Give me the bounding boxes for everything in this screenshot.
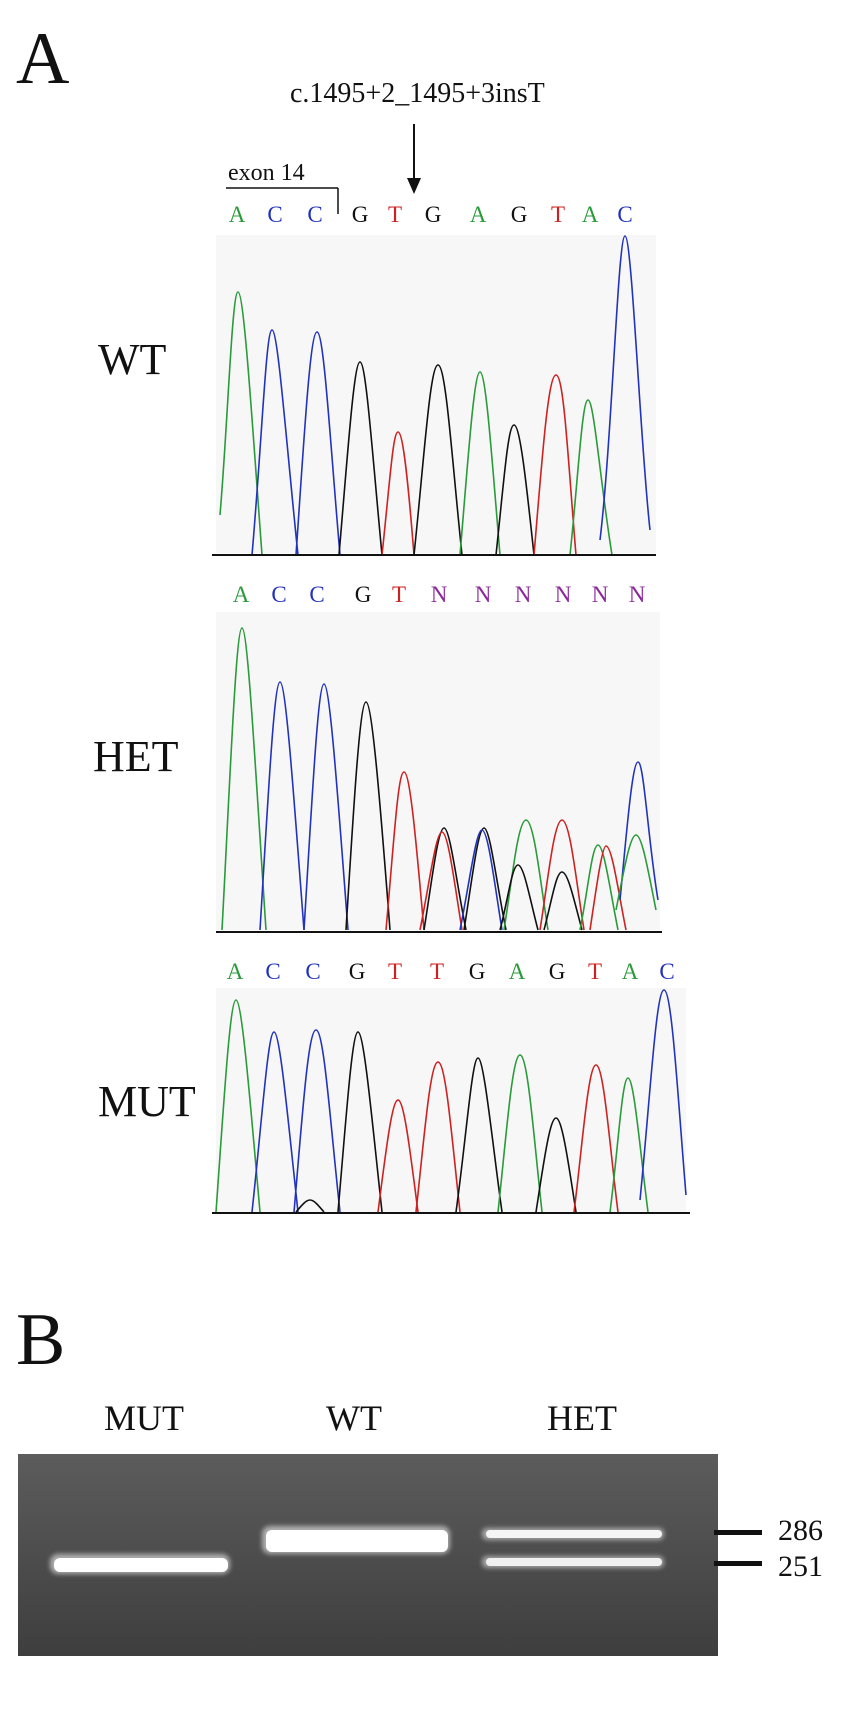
het-base-4: G [354, 582, 372, 607]
mutation-label: c.1495+2_1495+3insT [290, 78, 545, 109]
panel-a-letter: A [16, 18, 70, 100]
mut-base-5: T [387, 959, 403, 984]
wt-base-8: G [510, 202, 528, 227]
wt-base-2: C [267, 202, 283, 227]
mut-band [50, 1554, 230, 1574]
het-base-7: N [474, 582, 492, 607]
mut-base-8: A [508, 959, 526, 984]
mut-label: MUT [98, 1077, 196, 1126]
wt-base-3: C [307, 202, 323, 227]
mut-base-9: G [548, 959, 566, 984]
mut-base-2: C [265, 959, 281, 984]
mut-base-11: A [621, 959, 639, 984]
het-base-1: A [232, 582, 250, 607]
lane-label-het: HET [547, 1398, 617, 1438]
het-base-8: N [514, 582, 532, 607]
wt-base-1: A [228, 202, 246, 227]
mut-base-calls: A C C G T T G A G T A C [0, 960, 850, 990]
het-label: HET [93, 732, 179, 781]
exon-label: exon 14 [228, 160, 305, 186]
het-band-upper [482, 1528, 664, 1540]
wt-base-calls: A C C G T G A G T A C [0, 203, 850, 233]
mut-base-10: T [587, 959, 603, 984]
size-marker-286: 286 [778, 1514, 823, 1547]
lane-label-mut: MUT [104, 1398, 184, 1438]
het-base-calls: A C C G T N N N N N N [0, 583, 850, 613]
het-base-2: C [271, 582, 287, 607]
wt-band [262, 1526, 450, 1554]
size-marker-251: 251 [778, 1550, 823, 1583]
wt-base-6: G [424, 202, 442, 227]
panel-b-letter: B [16, 1299, 66, 1381]
het-base-11: N [628, 582, 646, 607]
het-band-lower [482, 1556, 664, 1568]
mut-base-7: G [468, 959, 486, 984]
mut-base-6: T [429, 959, 445, 984]
lane-label-wt: WT [326, 1398, 382, 1438]
mut-base-4: G [348, 959, 366, 984]
wt-base-9: T [550, 202, 566, 227]
het-base-10: N [591, 582, 609, 607]
mut-base-12: C [659, 959, 675, 984]
wt-base-5: T [387, 202, 403, 227]
marker-286-tick [714, 1530, 762, 1535]
wt-base-10: A [581, 202, 599, 227]
wt-base-7: A [469, 202, 487, 227]
het-base-5: T [391, 582, 407, 607]
wt-base-4: G [351, 202, 369, 227]
het-base-3: C [309, 582, 325, 607]
het-base-9: N [554, 582, 572, 607]
wt-base-11: C [617, 202, 633, 227]
het-base-6: N [430, 582, 448, 607]
marker-251-tick [714, 1561, 762, 1566]
wt-label: WT [98, 335, 167, 384]
mut-base-1: A [226, 959, 244, 984]
mut-base-3: C [305, 959, 321, 984]
